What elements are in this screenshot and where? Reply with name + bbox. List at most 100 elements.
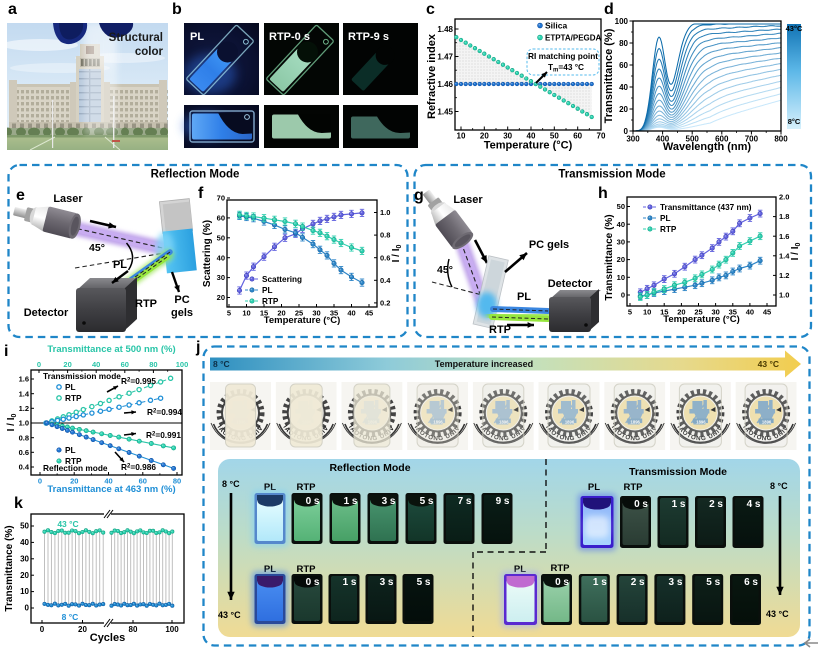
svg-text:f: f	[198, 185, 204, 202]
svg-text:0 s: 0 s	[634, 499, 648, 510]
svg-text:Reflection Mode: Reflection Mode	[151, 169, 240, 181]
svg-text:20: 20	[20, 571, 29, 580]
svg-text:30: 30	[217, 273, 225, 282]
svg-text:Temperature increased: Temperature increased	[435, 359, 533, 369]
svg-text:40: 40	[20, 538, 29, 547]
svg-text:5 s: 5 s	[420, 496, 434, 507]
svg-text:1.2: 1.2	[779, 271, 789, 280]
svg-text:j: j	[195, 339, 200, 356]
svg-text:15: 15	[260, 309, 268, 318]
svg-text:2 s: 2 s	[709, 499, 723, 510]
svg-text:c: c	[426, 1, 435, 18]
svg-text:b: b	[172, 1, 182, 18]
svg-text:0: 0	[25, 604, 30, 613]
svg-text:g: g	[414, 187, 424, 204]
svg-text:20: 20	[480, 132, 489, 141]
svg-text:0: 0	[40, 625, 45, 634]
svg-text:60: 60	[573, 132, 582, 141]
svg-text:30: 30	[503, 132, 512, 141]
svg-text:43°C: 43°C	[786, 24, 803, 33]
svg-text:80: 80	[173, 477, 181, 486]
svg-text:e: e	[16, 187, 25, 204]
svg-text:Transmittance (%): Transmittance (%)	[603, 28, 615, 123]
svg-text:400: 400	[656, 135, 670, 144]
svg-text:Cycles: Cycles	[90, 632, 125, 644]
svg-text:10: 10	[20, 587, 29, 596]
svg-text:10: 10	[242, 309, 250, 318]
svg-text:PL: PL	[65, 382, 76, 392]
svg-text:500: 500	[686, 135, 700, 144]
svg-text:50: 50	[617, 202, 625, 211]
svg-text:h: h	[598, 185, 608, 202]
svg-text:100: 100	[615, 17, 629, 26]
svg-text:R2=0.986: R2=0.986	[121, 462, 156, 472]
svg-text:40: 40	[619, 83, 628, 92]
svg-text:RTP: RTP	[65, 393, 82, 403]
svg-text:1.4: 1.4	[19, 389, 30, 398]
svg-text:RTP: RTP	[262, 297, 279, 306]
svg-text:1.0: 1.0	[19, 419, 29, 428]
svg-text:40: 40	[92, 360, 100, 369]
svg-text:1896: 1896	[631, 420, 641, 425]
svg-text:color: color	[135, 46, 164, 58]
svg-text:Detector: Detector	[24, 307, 69, 319]
svg-text:Transmittance (%): Transmittance (%)	[604, 214, 615, 300]
svg-text:Tm=43 °C: Tm=43 °C	[548, 62, 584, 74]
svg-text:5 s: 5 s	[706, 577, 720, 588]
svg-text:0 s: 0 s	[306, 577, 320, 588]
svg-text:3 s: 3 s	[668, 577, 682, 588]
svg-text:Structural: Structural	[109, 32, 163, 44]
svg-text:40: 40	[104, 477, 112, 486]
svg-text:1.48: 1.48	[437, 25, 453, 34]
svg-text:45: 45	[763, 308, 771, 317]
svg-text:1896: 1896	[762, 420, 772, 425]
svg-text:40: 40	[527, 132, 536, 141]
svg-text:k: k	[14, 495, 23, 512]
svg-text:1.0: 1.0	[779, 291, 789, 300]
svg-text:5 s: 5 s	[417, 577, 431, 588]
svg-text:Transmittance at 500 nm (%): Transmittance at 500 nm (%)	[47, 344, 175, 355]
svg-text:50: 50	[20, 522, 29, 531]
svg-text:8 °C: 8 °C	[213, 359, 230, 369]
svg-text:43 °C: 43 °C	[57, 519, 78, 529]
svg-text:a: a	[8, 1, 17, 18]
svg-text:0.6: 0.6	[380, 253, 390, 262]
svg-text:20: 20	[617, 255, 625, 264]
svg-text:30: 30	[711, 308, 719, 317]
svg-text:PL: PL	[588, 482, 600, 493]
svg-text:80: 80	[149, 360, 157, 369]
svg-text:Silica: Silica	[545, 21, 567, 31]
svg-text:1.6: 1.6	[19, 375, 29, 384]
svg-text:0: 0	[624, 127, 629, 136]
svg-text:300: 300	[626, 135, 640, 144]
svg-text:R2=0.991: R2=0.991	[146, 430, 181, 440]
svg-text:60: 60	[217, 214, 225, 223]
svg-text:25: 25	[295, 309, 303, 318]
svg-text:20: 20	[78, 625, 87, 634]
svg-text:Laser: Laser	[453, 194, 483, 206]
svg-text:100: 100	[176, 360, 189, 369]
svg-text:40: 40	[217, 253, 225, 262]
svg-text:20: 20	[217, 293, 225, 302]
svg-text:0 s: 0 s	[306, 496, 320, 507]
svg-text:0: 0	[37, 360, 41, 369]
svg-text:I / I0: I / I0	[6, 414, 18, 432]
svg-text:gels: gels	[171, 307, 193, 319]
svg-text:Refractive index: Refractive index	[426, 33, 438, 119]
svg-text:1.46: 1.46	[437, 80, 453, 89]
svg-text:10: 10	[643, 308, 651, 317]
svg-text:20: 20	[70, 477, 78, 486]
svg-text:Laser: Laser	[53, 193, 83, 205]
svg-text:3 s: 3 s	[380, 577, 394, 588]
svg-text:40: 40	[347, 309, 355, 318]
svg-text:PL: PL	[190, 31, 204, 43]
svg-text:15: 15	[660, 308, 668, 317]
svg-text:2 s: 2 s	[631, 577, 645, 588]
svg-text:0.4: 0.4	[19, 463, 30, 472]
svg-text:RTP: RTP	[297, 482, 317, 493]
svg-text:1.8: 1.8	[779, 212, 789, 221]
svg-text:30: 30	[20, 554, 29, 563]
svg-text:Transmission Mode: Transmission Mode	[629, 466, 727, 478]
svg-text:i: i	[4, 343, 8, 360]
svg-text:43 °C: 43 °C	[218, 610, 241, 620]
